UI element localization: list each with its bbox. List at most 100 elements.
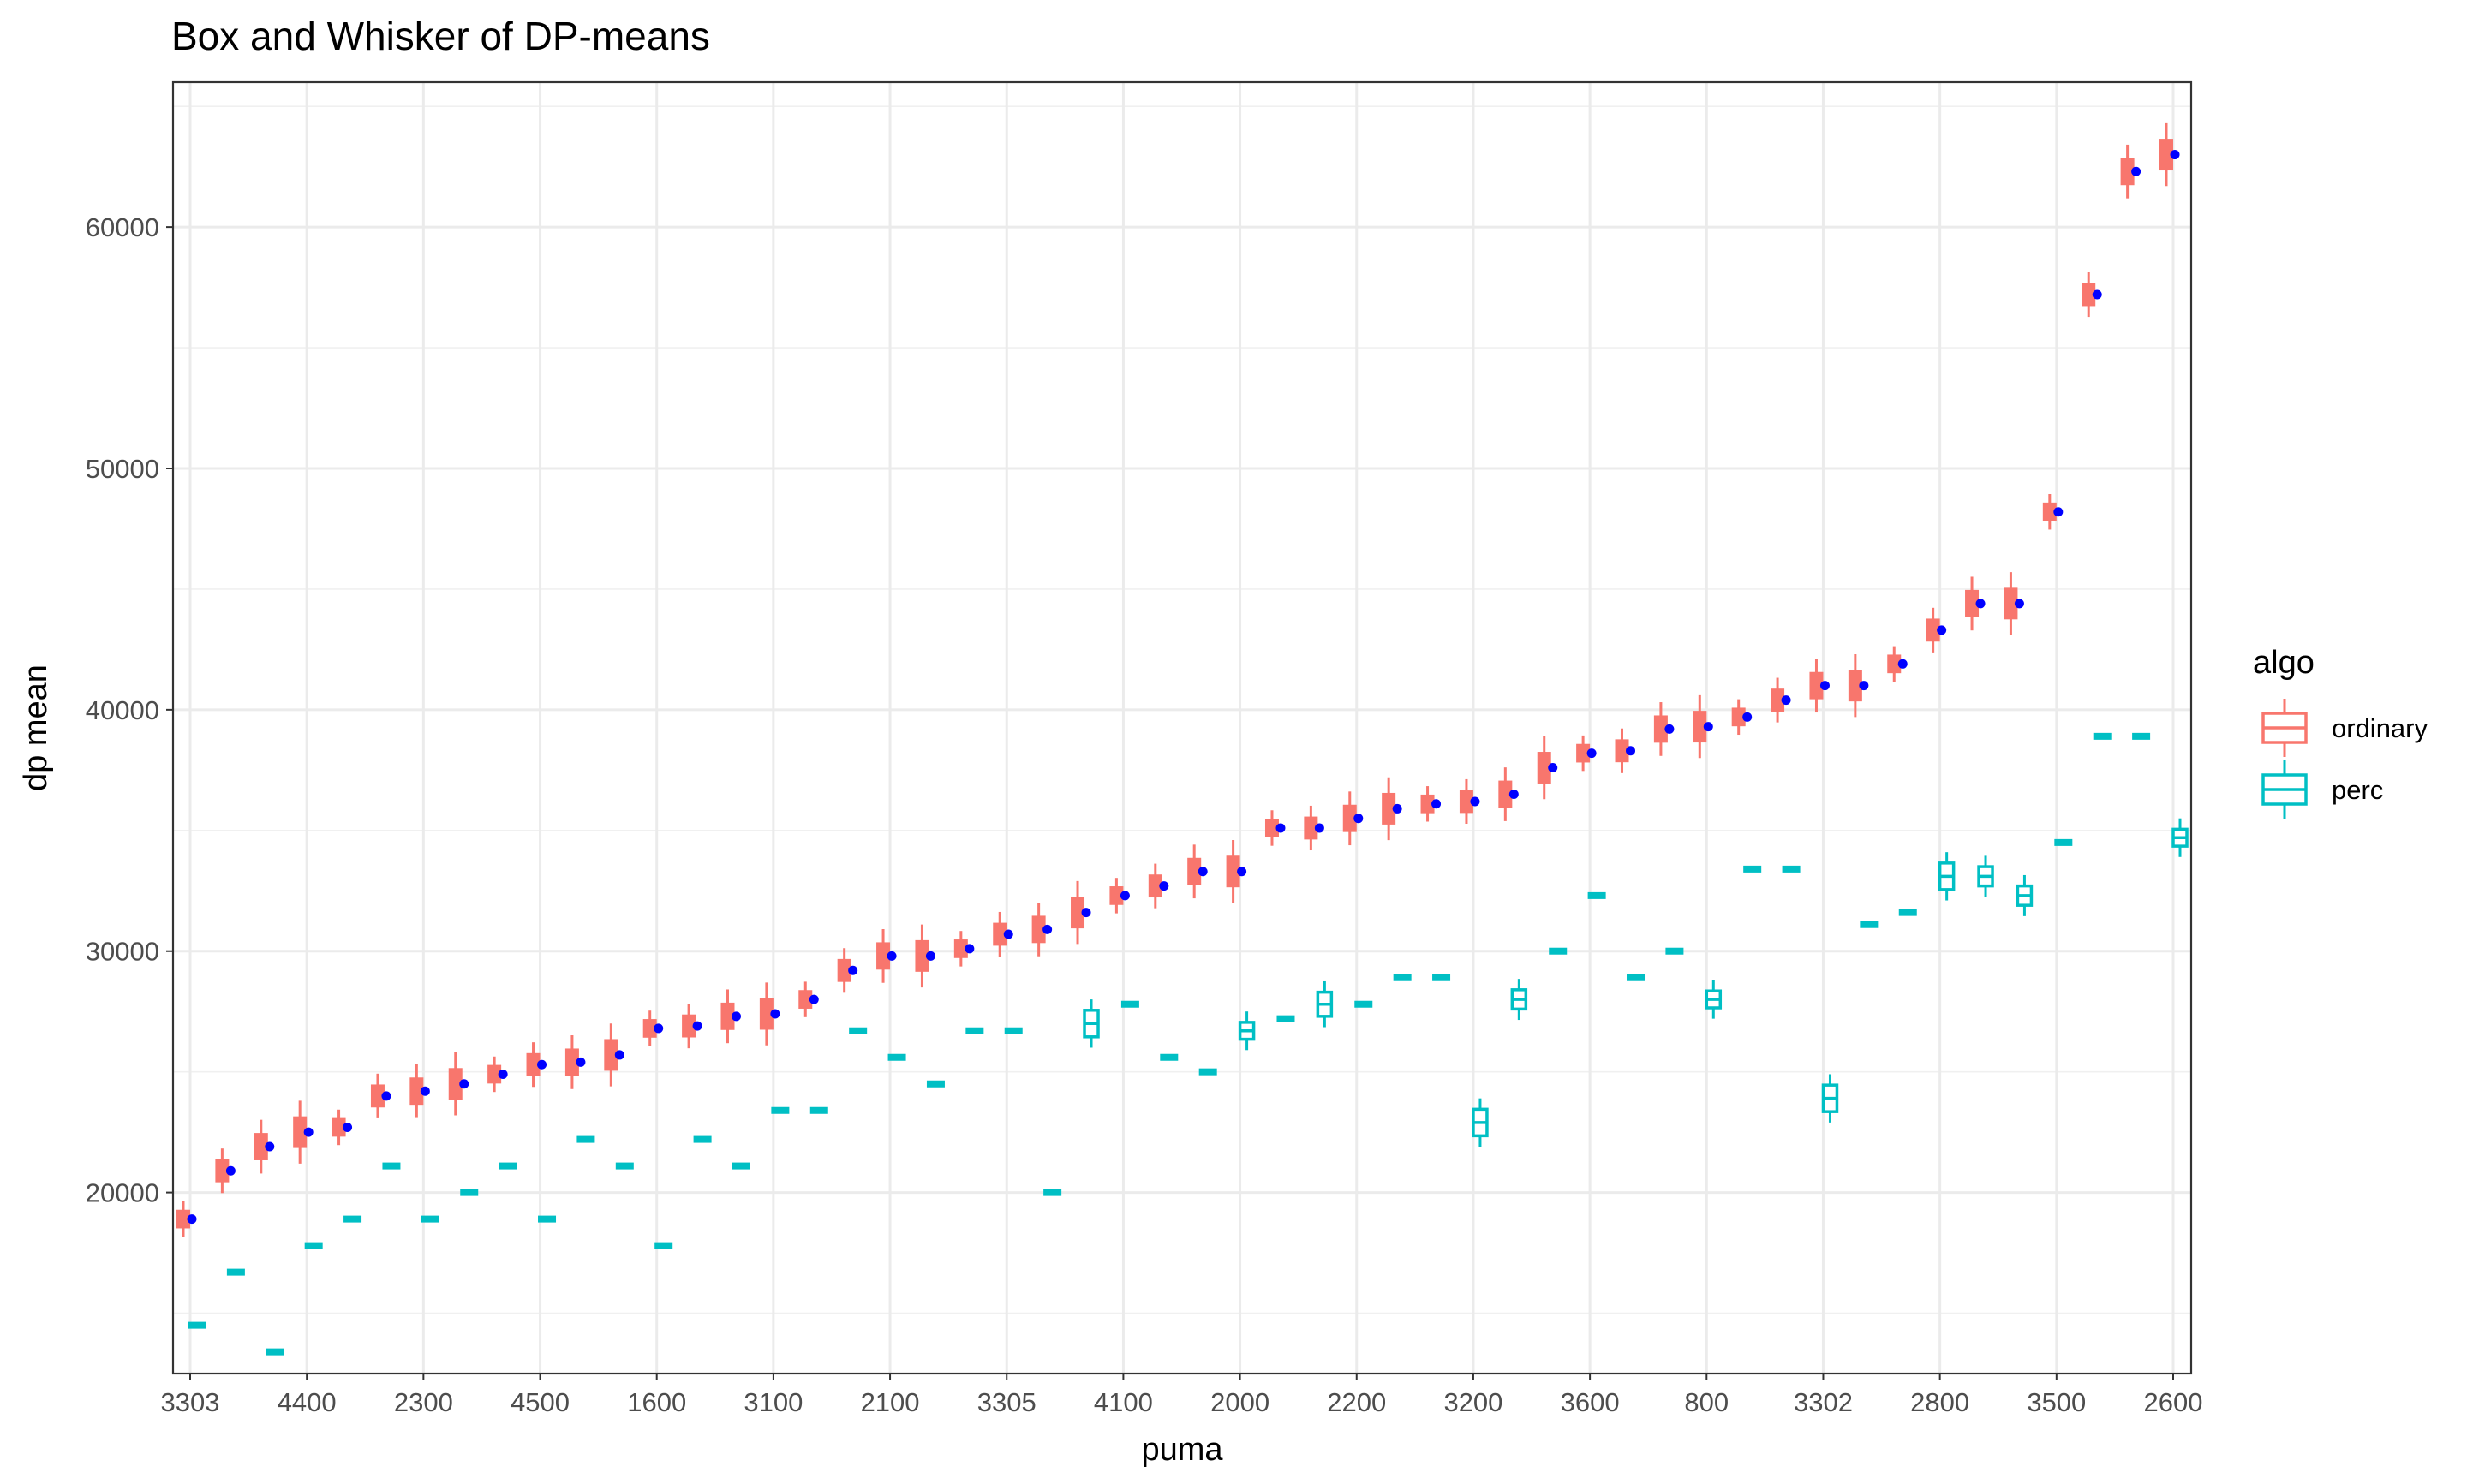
x-tick-label: 3200 [1443, 1387, 1502, 1417]
legend-entry-ordinary: ordinary [2261, 699, 2428, 757]
grid [173, 82, 2191, 1374]
perc-box [1393, 974, 1412, 981]
perc-box [382, 1162, 401, 1170]
y-tick-label: 60000 [86, 212, 159, 242]
x-tick-label: 1600 [627, 1387, 686, 1417]
mean-point [498, 1069, 508, 1079]
mean-point [1781, 695, 1791, 706]
mean-point [1198, 867, 1208, 877]
mean-point [1975, 599, 1986, 609]
mean-point [1003, 929, 1013, 939]
mean-point [965, 944, 975, 954]
mean-point [265, 1141, 275, 1152]
legend-label: ordinary [2332, 713, 2428, 743]
perc-box [1432, 974, 1451, 981]
mean-point [187, 1214, 197, 1225]
mean-point [1470, 796, 1480, 807]
perc-box [1743, 865, 1762, 873]
perc-box [538, 1215, 557, 1223]
mean-point [576, 1057, 586, 1067]
x-tick-label: 3500 [2027, 1387, 2086, 1417]
perc-box [771, 1106, 790, 1114]
perc-box [2093, 732, 2112, 740]
mean-point [654, 1023, 664, 1034]
mean-point [1275, 823, 1286, 833]
y-tick-label: 30000 [86, 937, 159, 967]
mean-point [537, 1059, 547, 1070]
perc-box [1627, 974, 1646, 981]
y-tick-label: 40000 [86, 695, 159, 725]
mean-point [1237, 867, 1247, 877]
perc-box [887, 1053, 906, 1061]
mean-point [1664, 724, 1675, 734]
mean-point [1703, 722, 1713, 732]
perc-box [576, 1135, 595, 1143]
mean-point [420, 1086, 430, 1096]
mean-point [303, 1127, 314, 1137]
perc-box [1043, 1189, 1062, 1196]
chart-title: Box and Whisker of DP-means [171, 14, 710, 58]
mean-point [1586, 748, 1597, 759]
mean-point [887, 951, 897, 961]
x-axis: 3303 4400 2300 4500 1600 3100 2100 3305 4100 2000… [161, 1374, 2203, 1417]
x-tick-label: 2300 [394, 1387, 453, 1417]
perc-box [654, 1242, 673, 1249]
mean-point [459, 1079, 469, 1089]
perc-box [1198, 1068, 1217, 1076]
mean-point [770, 1009, 780, 1019]
mean-point [1431, 799, 1442, 809]
perc-box [2054, 838, 2073, 846]
x-tick-label: 4500 [511, 1387, 570, 1417]
x-tick-label: 2800 [1910, 1387, 1969, 1417]
perc-box [304, 1242, 323, 1249]
mean-point [1081, 908, 1091, 918]
x-tick-label: 2600 [2144, 1387, 2203, 1417]
legend: algo ordinary perc [2253, 645, 2428, 819]
perc-box [1898, 909, 1917, 916]
perc-box [965, 1027, 984, 1034]
mean-point [1897, 659, 1908, 669]
perc-box [460, 1189, 479, 1196]
mean-point [692, 1021, 702, 1031]
x-tick-label: 3305 [977, 1387, 1036, 1417]
mean-point [1937, 625, 1947, 635]
mean-point [1042, 924, 1053, 934]
x-tick-label: 2000 [1210, 1387, 1269, 1417]
y-tick-label: 20000 [86, 1178, 159, 1208]
mean-point [1353, 814, 1364, 824]
x-tick-label: 3302 [1794, 1387, 1853, 1417]
data-marks [176, 122, 2189, 1356]
mean-point [1392, 803, 1402, 814]
mean-point [1742, 712, 1753, 722]
perc-box [615, 1162, 634, 1170]
mean-point [2131, 166, 2141, 176]
perc-box [343, 1215, 362, 1223]
legend-entry-perc: perc [2261, 760, 2383, 819]
perc-box [226, 1268, 245, 1276]
plot-background [173, 82, 2191, 1374]
mean-point [1159, 881, 1169, 891]
mean-point [2170, 150, 2180, 160]
perc-box [1782, 865, 1801, 873]
y-tick-label: 50000 [86, 454, 159, 484]
mean-point [381, 1091, 391, 1101]
mean-point [2092, 289, 2102, 300]
x-tick-label: 2100 [861, 1387, 920, 1417]
perc-box [926, 1080, 945, 1088]
perc-box [1276, 1015, 1295, 1022]
x-tick-label: 3100 [744, 1387, 803, 1417]
plot-panel-border [171, 80, 2193, 1375]
y-axis: 20000 30000 40000 50000 60000 [86, 212, 173, 1208]
perc-box [188, 1321, 206, 1329]
x-tick-label: 4100 [1094, 1387, 1153, 1417]
x-tick-label: 3303 [161, 1387, 220, 1417]
perc-box [809, 1106, 828, 1114]
mean-point [1508, 790, 1519, 800]
mean-point [1819, 681, 1830, 691]
perc-box [1160, 1053, 1179, 1061]
mean-point [225, 1165, 236, 1176]
perc-box [849, 1027, 868, 1034]
y-axis-title: dp mean [18, 665, 54, 791]
perc-box [1665, 947, 1684, 955]
